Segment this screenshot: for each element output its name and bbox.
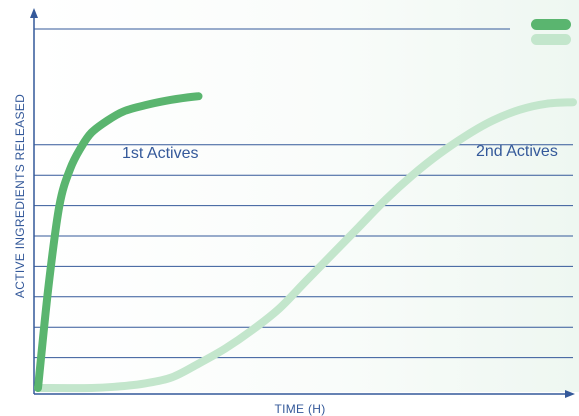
- x-axis-arrow: [565, 390, 575, 398]
- gridlines: [34, 28, 573, 359]
- plot-background: [34, 0, 579, 392]
- series-lines: [34, 92, 577, 393]
- series-line-2nd-actives: [34, 98, 577, 393]
- legend-swatch-2nd-actives: [531, 34, 571, 45]
- axes: [30, 8, 575, 398]
- series-label-1st-actives: 1st Actives: [122, 145, 198, 162]
- legend-swatch-1st-actives: [531, 19, 571, 30]
- x-axis-label: TIME (H): [274, 402, 325, 416]
- y-axis-arrow: [30, 8, 38, 18]
- y-axis-label: ACTIVE INGREDIENTS RELEASED: [13, 94, 27, 298]
- series-label-2nd-actives: 2nd Actives: [476, 143, 558, 160]
- legend: [531, 19, 571, 45]
- series-line-1st-actives: [34, 92, 203, 392]
